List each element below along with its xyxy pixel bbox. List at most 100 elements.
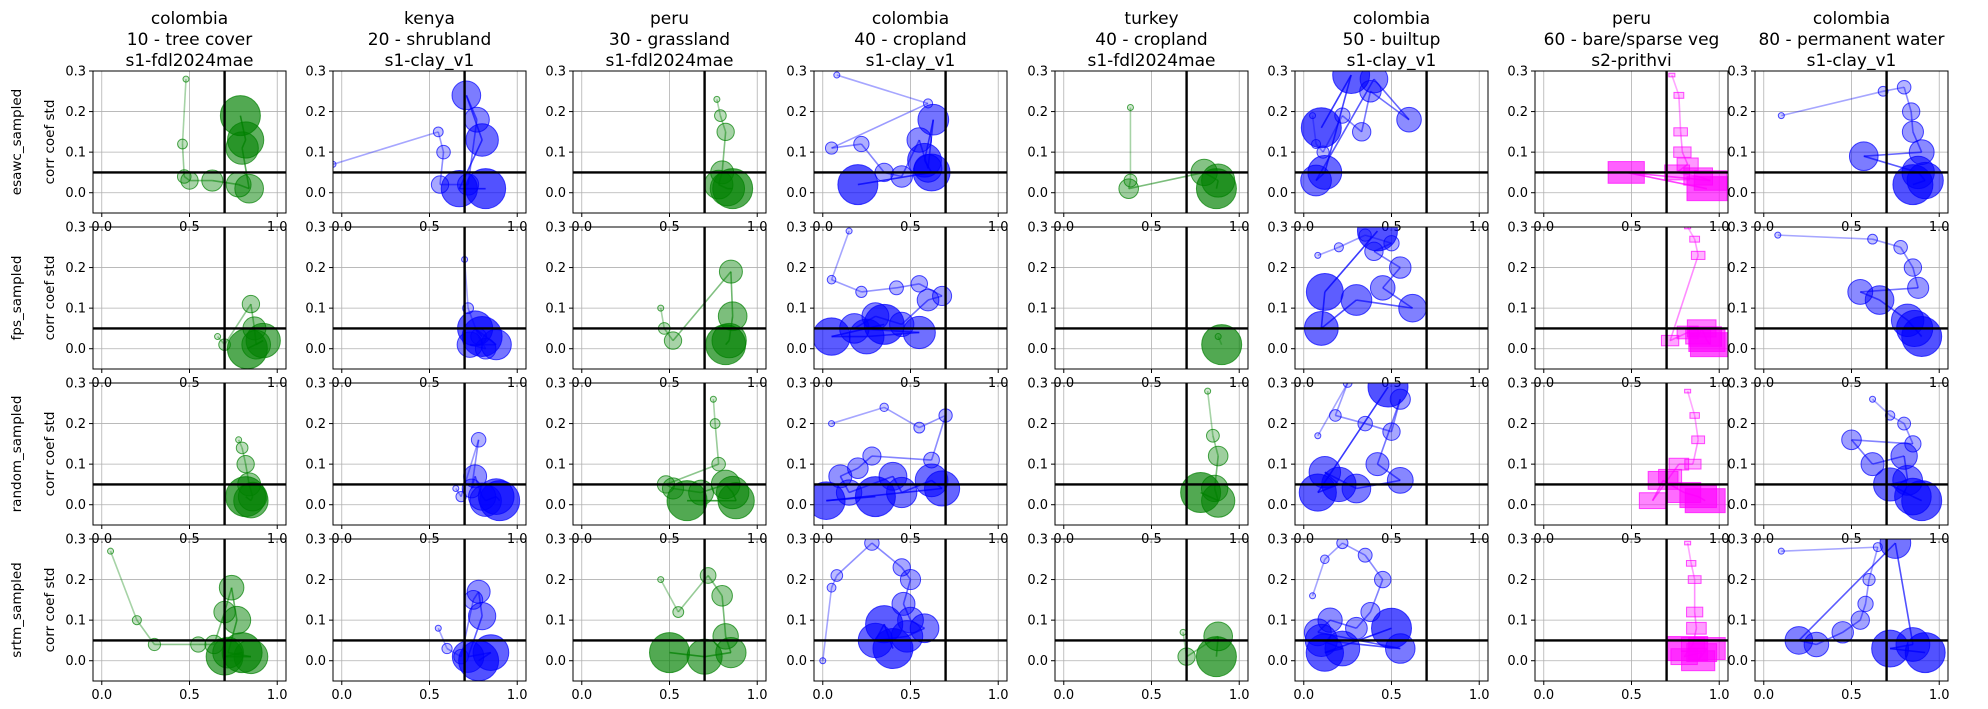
y-tick-label: 0.3	[65, 65, 86, 80]
trajectory-segment	[1868, 546, 1879, 580]
y-tick-label: 0.1	[545, 146, 566, 161]
data-point	[219, 95, 261, 137]
y-tick-label: 0.3	[1027, 221, 1048, 236]
data-point	[824, 141, 839, 155]
y-tick-label: 0.2	[65, 105, 86, 120]
subplot-panel: 0.00.51.00.00.10.20.3	[1267, 221, 1489, 392]
y-tick-label: 0.1	[1727, 302, 1748, 317]
y-tick-label: 0.1	[1507, 146, 1528, 161]
trajectory-segment	[470, 439, 480, 489]
data-point	[1180, 472, 1222, 514]
y-tick-label: 0.0	[65, 498, 86, 513]
data-point	[657, 304, 665, 312]
x-tick-label: 0.5	[419, 688, 440, 703]
data-point	[1369, 275, 1396, 301]
y-tick-label: 0.0	[1267, 186, 1288, 201]
subplot-panel: 0.0 0.5 1.0 0.0 0.1 0.2 0.3 corr coef std srtm_s…	[9, 533, 288, 709]
y-tick-label: 0.1	[545, 302, 566, 317]
y-tick-label: 0.3	[1027, 533, 1048, 548]
column-title-line: s1-fdl2024mae	[125, 51, 253, 71]
row-label: srtm_sampled	[9, 562, 25, 657]
x-tick-label: 0.5	[179, 688, 200, 703]
data-point	[1314, 432, 1322, 440]
trajectory-segment	[1669, 255, 1699, 341]
data-point	[1201, 324, 1243, 366]
x-axis-label: corr coef mean	[138, 707, 240, 709]
data-point	[1689, 332, 1728, 358]
data-point	[1126, 104, 1134, 112]
series-group	[1201, 324, 1243, 366]
data-point	[1673, 146, 1692, 158]
data-point	[1901, 480, 1943, 522]
y-tick-label: 0.1	[65, 146, 86, 161]
series-group	[225, 436, 269, 519]
series-group	[819, 539, 940, 670]
column-title-line: 40 - cropland	[1095, 30, 1207, 50]
data-point	[924, 470, 961, 507]
subplot-panel: 0.0 0.5 1.0 0.0 0.1 0.2 0.3 corr coef mean	[1027, 533, 1249, 709]
subplot-panel: 0.0 0.5 1.0 0.0 0.1 0.2 0.3 corr coef mean	[545, 533, 767, 709]
data-point	[1867, 233, 1878, 245]
column-title-line: colombia	[151, 9, 228, 29]
trajectory-segment	[1373, 250, 1401, 269]
data-point	[1901, 316, 1943, 358]
y-tick-label: 0.0	[1267, 498, 1288, 513]
data-point	[1901, 120, 1924, 143]
trajectory-segment	[1369, 90, 1410, 121]
data-point	[1857, 595, 1874, 613]
data-point	[1300, 107, 1342, 149]
data-point	[1892, 164, 1934, 206]
trajectory-segment	[1382, 287, 1414, 309]
trajectory-segment	[1686, 542, 1692, 564]
y-tick-label: 0.0	[1267, 654, 1288, 669]
x-tick-label: 1.0	[507, 688, 528, 703]
trajectory-segment	[1369, 579, 1384, 613]
x-tick-label: 0.5	[1141, 688, 1162, 703]
data-point	[451, 80, 482, 111]
x-axis-label: corr coef mean	[1800, 707, 1902, 709]
y-tick-label: 0.2	[65, 417, 86, 432]
data-point	[1206, 428, 1220, 443]
column-title-line: colombia	[1813, 9, 1890, 29]
data-point	[1684, 488, 1726, 514]
column-title-line: 60 - bare/sparse veg	[1544, 30, 1720, 50]
y-tick-label: 0.1	[305, 614, 326, 629]
column-title-line: s1-clay_v1	[1807, 51, 1897, 71]
trajectory-segment	[333, 131, 439, 166]
y-tick-label: 0.2	[1507, 573, 1528, 588]
data-point	[1309, 592, 1317, 600]
y-tick-label: 0.3	[1727, 221, 1748, 236]
y-tick-label: 0.1	[65, 458, 86, 473]
data-point	[1305, 272, 1344, 311]
data-point	[917, 103, 950, 136]
column-title-line: 40 - cropland	[854, 30, 966, 50]
data-point	[1803, 631, 1830, 658]
data-point	[235, 441, 249, 455]
y-tick-label: 0.2	[1027, 261, 1048, 276]
y-tick-label: 0.2	[786, 105, 807, 120]
trajectory-segment	[1864, 579, 1870, 605]
trajectory-segment	[902, 579, 912, 605]
data-point	[434, 624, 442, 632]
trajectory-segment	[830, 230, 850, 281]
data-point	[468, 601, 497, 631]
y-tick-label: 0.1	[1727, 146, 1748, 161]
x-tick-label: 0.0	[1293, 688, 1314, 703]
y-tick-label: 0.2	[65, 261, 86, 276]
trajectory-segment	[437, 627, 448, 649]
data-point	[819, 657, 827, 665]
trajectory-segment	[1693, 611, 1698, 629]
trajectory-segment	[1382, 267, 1401, 289]
data-point	[1689, 412, 1700, 419]
y-tick-label: 0.3	[65, 533, 86, 548]
y-tick-label: 0.1	[65, 614, 86, 629]
data-point	[837, 164, 879, 206]
data-point	[863, 303, 905, 345]
